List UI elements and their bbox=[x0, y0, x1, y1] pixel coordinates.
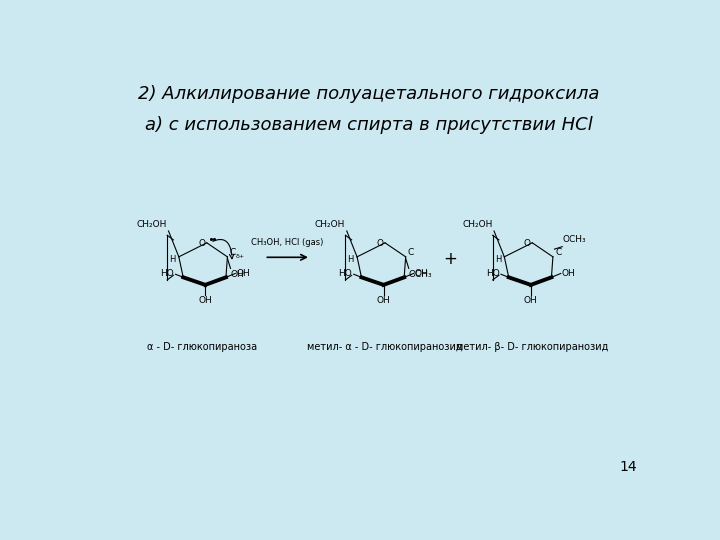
Text: C: C bbox=[230, 248, 236, 256]
Text: HO: HO bbox=[338, 269, 352, 278]
Text: 2) Алкилирование полуацетального гидроксила: 2) Алкилирование полуацетального гидрокс… bbox=[138, 85, 600, 103]
Text: OH: OH bbox=[524, 296, 538, 306]
Text: CH₃OH, HCl (gas): CH₃OH, HCl (gas) bbox=[251, 238, 324, 247]
Text: H: H bbox=[169, 255, 176, 265]
Text: C: C bbox=[555, 248, 562, 256]
Text: метил- β- D- глюкопиранозид: метил- β- D- глюкопиранозид bbox=[456, 342, 608, 352]
Text: H: H bbox=[348, 255, 354, 265]
Text: OH: OH bbox=[230, 270, 244, 279]
Text: OCH₃: OCH₃ bbox=[409, 270, 433, 279]
Text: 14: 14 bbox=[620, 460, 637, 474]
Text: O: O bbox=[523, 239, 531, 248]
Text: OH: OH bbox=[377, 296, 390, 306]
Text: O: O bbox=[198, 239, 205, 248]
Text: H: H bbox=[495, 255, 501, 265]
Text: HO: HO bbox=[160, 269, 174, 278]
Text: +: + bbox=[444, 250, 457, 268]
Text: OH: OH bbox=[562, 269, 575, 278]
Text: OCH₃: OCH₃ bbox=[563, 235, 587, 245]
Text: а) с использованием спирта в присутствии HCl: а) с использованием спирта в присутствии… bbox=[145, 116, 593, 134]
Text: C: C bbox=[408, 248, 414, 256]
Text: метил- α - D- глюкопиранозид: метил- α - D- глюкопиранозид bbox=[307, 342, 462, 352]
Text: CH₂OH: CH₂OH bbox=[315, 220, 345, 230]
Text: OH: OH bbox=[199, 296, 212, 306]
Text: α - D- глюкопираноза: α - D- глюкопираноза bbox=[148, 342, 258, 352]
Text: CH₂OH: CH₂OH bbox=[137, 220, 167, 230]
Text: CH₂OH: CH₂OH bbox=[462, 220, 492, 230]
Text: OH: OH bbox=[236, 269, 250, 278]
Text: OH: OH bbox=[414, 269, 428, 278]
Text: HO: HO bbox=[486, 269, 500, 278]
Text: δ+: δ+ bbox=[235, 254, 244, 259]
Text: O: O bbox=[377, 239, 384, 248]
